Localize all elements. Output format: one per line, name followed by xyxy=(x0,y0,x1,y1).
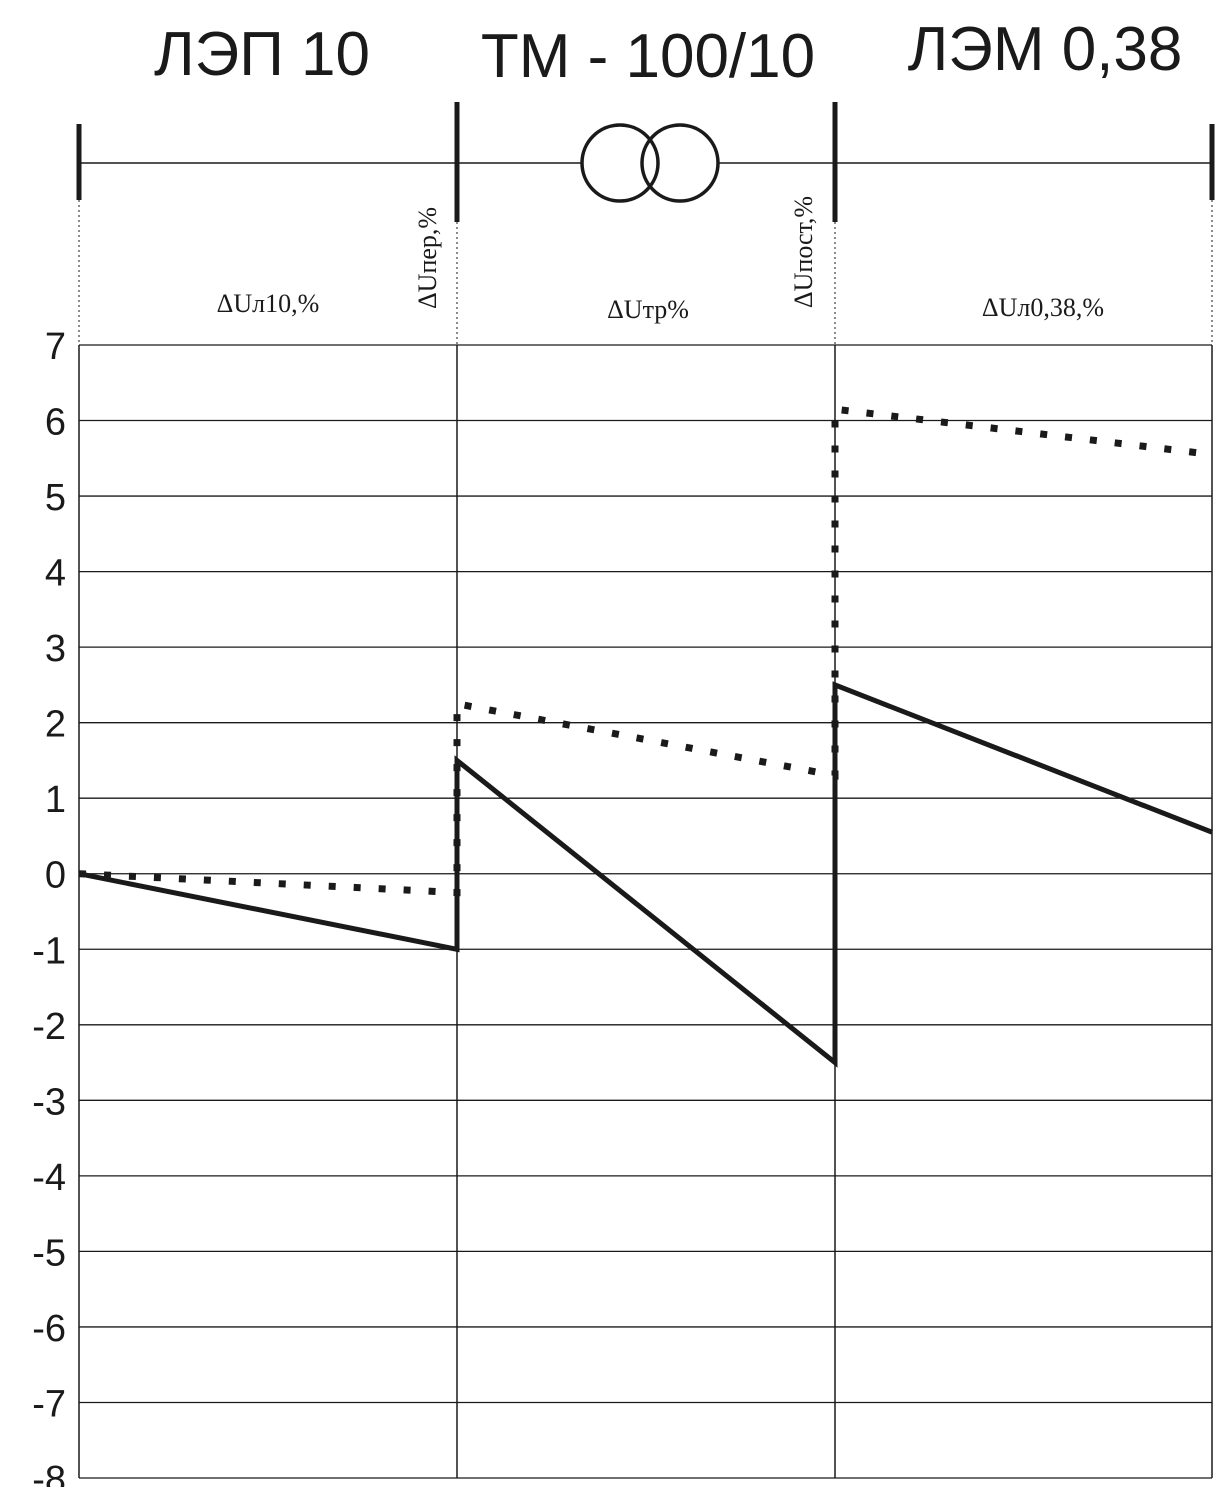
delta-label-line10: ΔUл10,% xyxy=(217,289,320,318)
delta-label-transfer: ΔUпер,% xyxy=(413,207,442,309)
y-tick-label: 5 xyxy=(45,477,66,519)
y-tick-label: -2 xyxy=(32,1006,66,1048)
series-dotted xyxy=(78,405,1213,897)
section-title-lem038: ЛЭМ 0,38 xyxy=(908,15,1183,84)
chart-series xyxy=(78,405,1213,1068)
y-tick-label: 2 xyxy=(45,704,66,746)
y-tick-label: 6 xyxy=(45,402,66,444)
section-title-transformer: ТМ - 100/10 xyxy=(481,22,815,91)
y-tick-label: 4 xyxy=(45,553,66,595)
section-title-lep10: ЛЭП 10 xyxy=(154,20,370,89)
y-tick-label: 7 xyxy=(45,326,66,368)
delta-label-constant: ΔUпост,% xyxy=(789,196,818,308)
series-solid xyxy=(78,681,1213,1068)
y-tick-label: -1 xyxy=(32,930,66,972)
y-tick-label: -5 xyxy=(32,1232,66,1274)
delta-label-line038: ΔUл0,38,% xyxy=(982,293,1104,322)
y-tick-label: -8 xyxy=(32,1459,66,1487)
y-tick-label: -7 xyxy=(32,1383,66,1425)
y-tick-label: -3 xyxy=(32,1081,66,1123)
y-tick-label: -4 xyxy=(32,1157,66,1199)
y-tick-labels: 7 6 5 4 3 2 1 0 -1 -2 -3 -4 -5 -6 -7 -8 xyxy=(32,326,66,1487)
single-line-scheme xyxy=(76,102,1215,345)
y-tick-label: 0 xyxy=(45,855,66,897)
y-tick-label: 1 xyxy=(45,779,66,821)
y-tick-label: 3 xyxy=(45,628,66,670)
chart-grid xyxy=(78,344,1213,1479)
transformer-icon xyxy=(580,123,720,203)
delta-label-transformer: ΔUтр% xyxy=(607,295,689,324)
y-tick-label: -6 xyxy=(32,1308,66,1350)
